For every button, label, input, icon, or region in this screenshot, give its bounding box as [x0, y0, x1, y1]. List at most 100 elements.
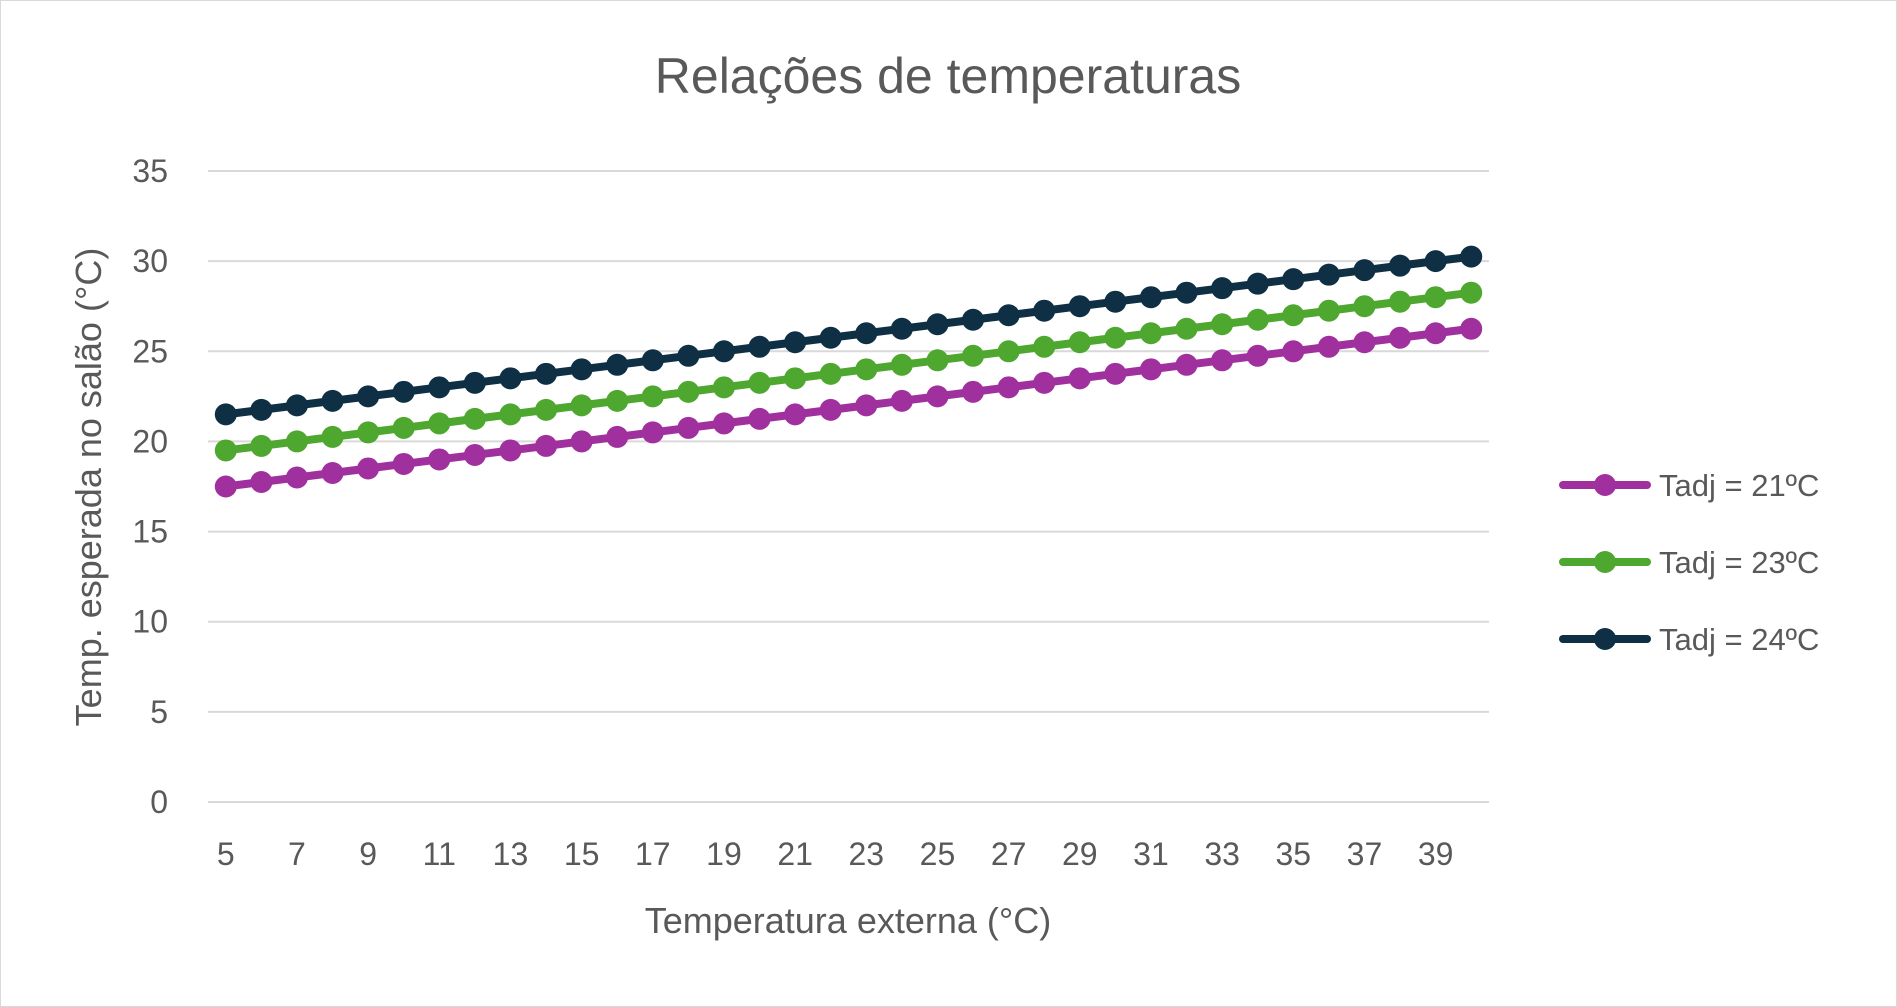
data-point — [1104, 290, 1127, 313]
series-2 — [214, 281, 1483, 462]
x-axis-title: Temperatura externa (°C) — [645, 900, 1052, 941]
data-point — [535, 362, 558, 385]
data-point — [321, 389, 344, 412]
data-point — [1424, 286, 1447, 309]
data-point — [357, 385, 380, 408]
data-point — [1424, 322, 1447, 345]
data-point — [748, 335, 771, 358]
x-tick-label: 37 — [1347, 836, 1383, 872]
data-point — [321, 425, 344, 448]
y-tick-label: 30 — [132, 243, 168, 279]
data-point — [357, 457, 380, 480]
data-point — [392, 416, 415, 439]
data-point — [570, 394, 593, 417]
data-point — [499, 367, 522, 390]
data-point — [357, 421, 380, 444]
x-tick-label: 13 — [493, 836, 529, 872]
y-tick-label: 10 — [132, 604, 168, 640]
data-point — [1246, 344, 1269, 367]
data-point — [1353, 295, 1376, 318]
data-point — [748, 407, 771, 430]
legend-item: Tadj = 24ºC — [1559, 622, 1819, 657]
x-tick-label: 31 — [1133, 836, 1169, 872]
legend-label: Tadj = 24ºC — [1659, 622, 1819, 657]
data-point — [250, 470, 273, 493]
data-point — [1424, 250, 1447, 273]
data-point — [890, 353, 913, 376]
data-point — [855, 394, 878, 417]
data-point — [1389, 254, 1412, 277]
data-point — [1211, 349, 1234, 372]
data-point — [1282, 268, 1305, 291]
data-point — [250, 398, 273, 421]
data-point — [214, 439, 237, 462]
data-point — [641, 349, 664, 372]
data-point — [463, 443, 486, 466]
data-point — [499, 403, 522, 426]
data-point — [1068, 367, 1091, 390]
y-axis-title: Temp. esperada no salão (°C) — [68, 248, 109, 727]
data-point — [855, 358, 878, 381]
x-tick-label: 5 — [217, 836, 235, 872]
data-point — [962, 308, 985, 331]
data-point — [214, 403, 237, 426]
data-point — [1282, 340, 1305, 363]
data-point — [784, 403, 807, 426]
data-point — [1460, 245, 1483, 268]
data-point — [926, 313, 949, 336]
data-point — [1175, 281, 1198, 304]
y-tick-label: 20 — [132, 423, 168, 459]
data-point — [1139, 286, 1162, 309]
data-point — [1246, 308, 1269, 331]
data-point — [677, 380, 700, 403]
data-point — [1317, 263, 1340, 286]
x-tick-label: 25 — [920, 836, 956, 872]
x-tick-label: 39 — [1418, 836, 1454, 872]
data-point — [819, 398, 842, 421]
data-point — [1068, 295, 1091, 318]
data-point — [535, 434, 558, 457]
legend-item: Tadj = 21ºC — [1559, 468, 1819, 503]
data-point — [962, 380, 985, 403]
data-point — [285, 466, 308, 489]
x-tick-label: 23 — [848, 836, 884, 872]
legend-label: Tadj = 21ºC — [1659, 468, 1819, 503]
legend: Tadj = 21ºC Tadj = 23ºC Tadj = 24ºC — [1559, 468, 1819, 657]
y-axis-ticks: 0 5 10 15 20 25 30 35 — [132, 153, 168, 820]
data-point — [641, 385, 664, 408]
data-point — [962, 344, 985, 367]
data-point — [1104, 326, 1127, 349]
data-point — [712, 340, 735, 363]
data-point — [1033, 335, 1056, 358]
data-point — [819, 326, 842, 349]
data-point — [499, 439, 522, 462]
data-point — [606, 425, 629, 448]
data-point — [1246, 272, 1269, 295]
data-point — [926, 349, 949, 372]
legend-swatch-marker — [1594, 551, 1616, 573]
x-tick-label: 33 — [1204, 836, 1240, 872]
data-point — [677, 344, 700, 367]
data-point — [1389, 290, 1412, 313]
data-point — [1139, 358, 1162, 381]
x-tick-label: 19 — [706, 836, 742, 872]
data-point — [428, 448, 451, 471]
x-axis-ticks: 5 7 9 11 13 15 17 19 21 23 25 27 29 31 33 35 37 39 — [217, 836, 1454, 872]
data-point — [392, 380, 415, 403]
data-point — [285, 430, 308, 453]
data-point — [677, 416, 700, 439]
data-point — [712, 376, 735, 399]
legend-swatch-marker — [1594, 474, 1616, 496]
data-point — [1139, 322, 1162, 345]
data-point — [1033, 299, 1056, 322]
data-point — [1175, 353, 1198, 376]
data-point — [285, 394, 308, 417]
data-point — [214, 475, 237, 498]
data-point — [997, 340, 1020, 363]
legend-swatch-marker — [1594, 628, 1616, 650]
y-tick-label: 35 — [132, 153, 168, 189]
data-point — [784, 367, 807, 390]
data-point — [1033, 371, 1056, 394]
